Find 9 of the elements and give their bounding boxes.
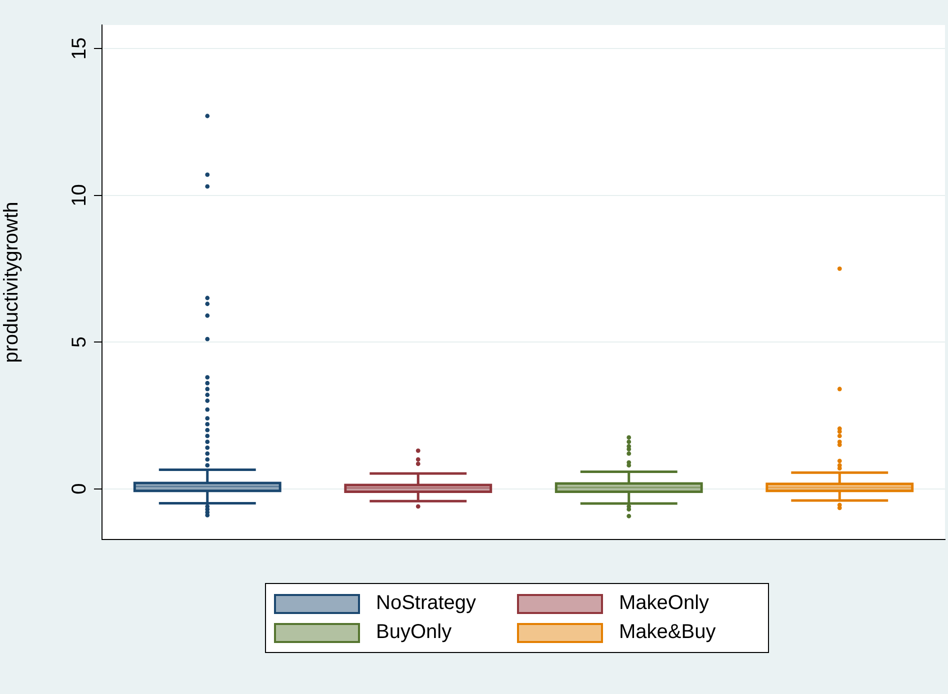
y-tick-label: 0 [68, 483, 91, 494]
legend-label: MakeOnly [619, 592, 710, 615]
y-tick-label: 10 [68, 184, 91, 206]
legend-label: NoStrategy [376, 592, 476, 615]
y-axis-title: productivitygrowth [0, 202, 23, 363]
legend-label: Make&Buy [619, 621, 716, 644]
legend-label: BuyOnly [376, 621, 452, 644]
y-tick-label: 15 [68, 37, 91, 60]
y-tick-label: 5 [68, 336, 91, 348]
